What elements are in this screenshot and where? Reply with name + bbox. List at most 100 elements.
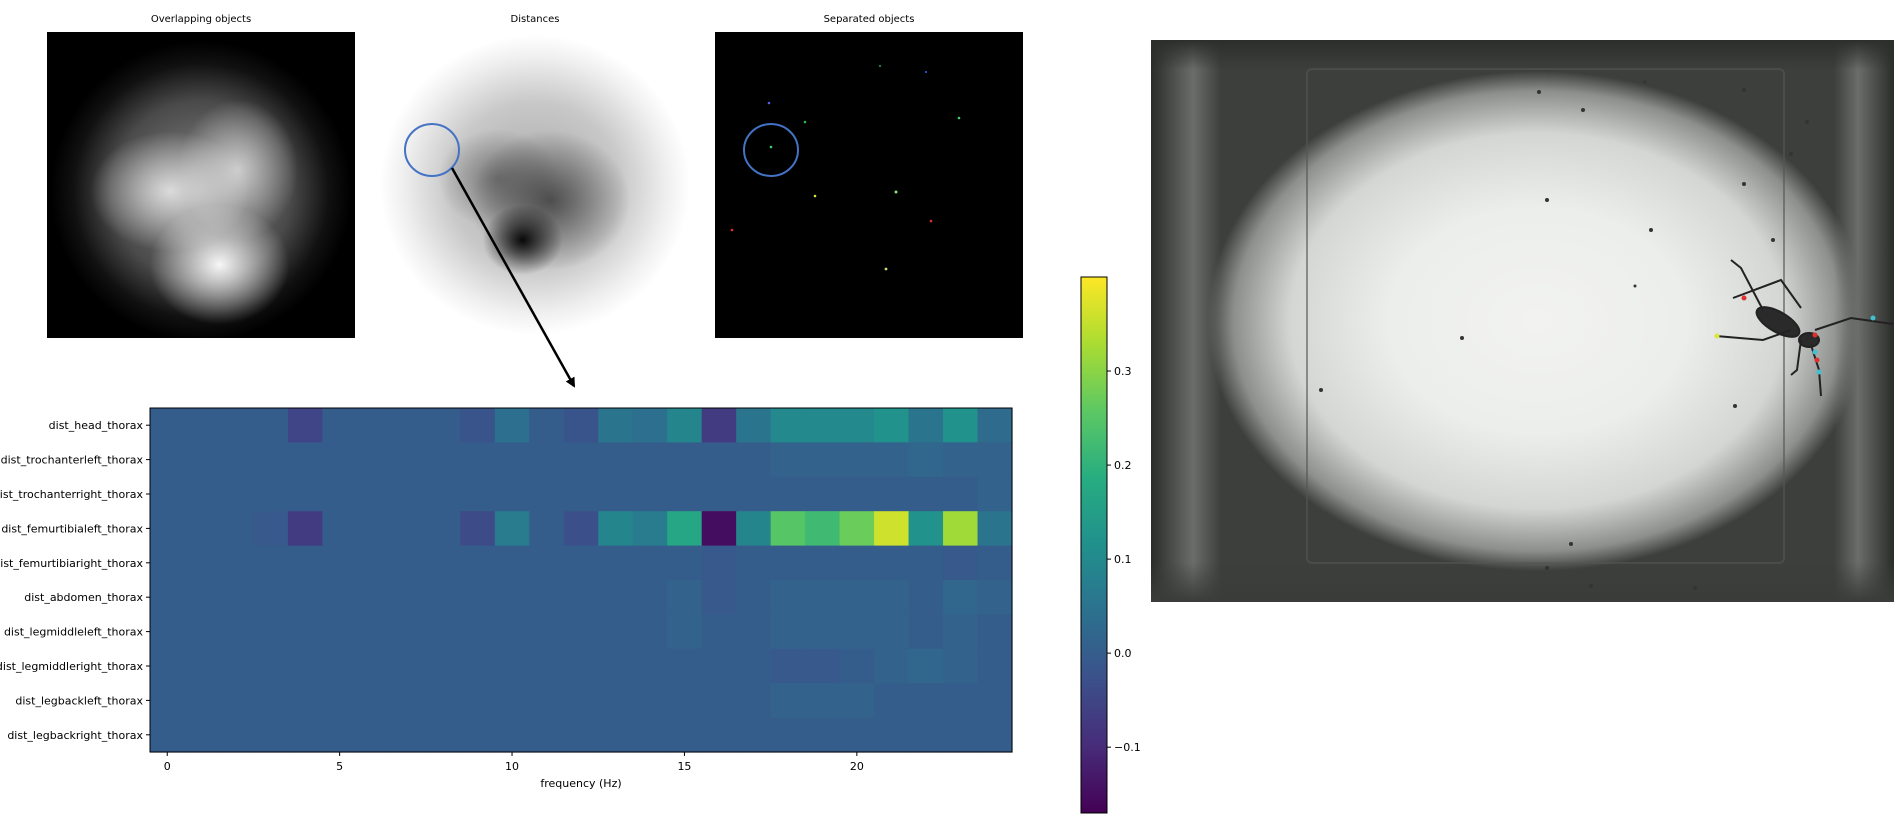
- zoom-arrow: [450, 167, 576, 388]
- heatmap-cell: [287, 614, 323, 650]
- colorbar: [1080, 276, 1108, 814]
- row-label: dist_abdomen_thorax: [24, 591, 143, 604]
- heatmap-cell: [598, 545, 634, 581]
- heatmap-cell: [287, 545, 323, 581]
- dot: [924, 70, 928, 74]
- heatmap-cell: [184, 614, 220, 650]
- heatmap-cell: [494, 683, 530, 719]
- heatmap-cell: [839, 580, 875, 615]
- heatmap-cell: [356, 648, 392, 684]
- heatmap-cell: [667, 683, 703, 719]
- heatmap-cell: [391, 683, 427, 719]
- heatmap-cell: [598, 408, 634, 443]
- separated-title: Separated objects: [823, 14, 915, 25]
- heatmap-cell: [977, 683, 1013, 719]
- heatmap-cell: [253, 683, 289, 719]
- heatmap-cell: [425, 442, 461, 478]
- dot: [879, 65, 881, 67]
- heatmap-cell: [287, 648, 323, 684]
- heatmap-cell: [460, 683, 496, 719]
- heatmap-cell: [494, 717, 530, 753]
- heatmap-cell: [667, 442, 703, 478]
- heatmap-cell: [943, 648, 979, 684]
- keypoint: [1812, 332, 1818, 338]
- heatmap-x-ticks: 0 5 10 15 20: [164, 752, 864, 773]
- heatmap-cell: [943, 476, 979, 512]
- distances-title: Distances: [510, 14, 560, 25]
- colorbar-tick-label: 0.0: [1114, 647, 1132, 660]
- heatmap-cell: [977, 648, 1013, 684]
- heatmap-cell: [460, 545, 496, 581]
- heatmap-row-labels: dist_head_thorax dist_trochanterleft_thor…: [0, 419, 150, 742]
- heatmap-cell: [977, 476, 1013, 512]
- keypoint: [1816, 369, 1822, 375]
- heatmap-cell: [494, 442, 530, 478]
- heatmap-cell: [598, 717, 634, 753]
- heatmap-cell: [218, 614, 255, 650]
- heatmap-cell: [632, 511, 668, 547]
- heatmap-cell: [943, 511, 979, 547]
- x-tick-label: 15: [677, 760, 691, 773]
- heatmap-cell: [632, 614, 668, 650]
- heatmap-cell: [805, 545, 841, 581]
- heatmap-cell: [460, 648, 496, 684]
- heatmap-cell: [253, 408, 289, 443]
- heatmap-cell: [701, 511, 737, 547]
- heatmap-cell: [736, 442, 772, 478]
- heatmap-cell: [218, 476, 255, 512]
- heatmap-cell: [529, 648, 565, 684]
- dot: [813, 194, 817, 198]
- heatmap-cell: [322, 408, 358, 443]
- heatmap-cell: [874, 511, 910, 547]
- row-label: dist_legbackleft_thorax: [15, 694, 143, 707]
- heatmap-cell: [287, 717, 323, 753]
- heatmap-cell: [529, 683, 565, 719]
- heatmap-cell: [356, 614, 392, 650]
- heatmap-cell: [943, 580, 979, 615]
- heatmap-cell: [632, 683, 668, 719]
- heatmap-cell: [494, 545, 530, 581]
- keypoint: [1814, 357, 1820, 363]
- colorbar-tick-label: 0.3: [1114, 365, 1132, 378]
- heatmap-cell: [598, 442, 634, 478]
- heatmap-cell: [667, 717, 703, 753]
- heatmap-cell: [667, 511, 703, 547]
- heatmap-cell: [425, 683, 461, 719]
- row-label: dist_femurtibialeft_thorax: [1, 522, 143, 535]
- dot: [767, 101, 771, 105]
- heatmap-cell: [977, 614, 1013, 650]
- heatmap-cell: [218, 648, 255, 684]
- heatmap-cell: [943, 683, 979, 719]
- heatmap-cell: [218, 580, 255, 615]
- heatmap-cell: [529, 717, 565, 753]
- heatmap-cell: [322, 683, 358, 719]
- heatmap-cell: [632, 442, 668, 478]
- heatmap-cell: [908, 476, 944, 512]
- heatmap-cell: [667, 408, 703, 443]
- heatmap-cell: [218, 545, 255, 581]
- heatmap-cell: [184, 511, 220, 547]
- heatmap-cell: [805, 683, 841, 719]
- heatmap-cell: [150, 717, 186, 753]
- dot: [929, 219, 933, 223]
- heatmap-cell: [391, 580, 427, 615]
- heatmap-cell: [701, 683, 737, 719]
- colorbar-tick-label: 0.2: [1114, 459, 1132, 472]
- debris-specks: [1319, 80, 1809, 590]
- heatmap-cell: [529, 442, 565, 478]
- dot: [894, 190, 898, 194]
- heatmap-cell: [425, 717, 461, 753]
- heatmap-cell: [770, 683, 806, 719]
- heatmap-cell: [356, 545, 392, 581]
- heatmap-cell: [218, 442, 255, 478]
- heatmap-cell: [701, 545, 737, 581]
- heatmap-cell: [529, 580, 565, 615]
- heatmap-cell: [494, 580, 530, 615]
- heatmap-cell: [908, 717, 944, 753]
- heatmap-cell: [943, 442, 979, 478]
- heatmap-cell: [356, 683, 392, 719]
- heatmap-cell: [805, 614, 841, 650]
- colorbar-tick-label: 0.1: [1114, 553, 1132, 566]
- heatmap-cell: [839, 545, 875, 581]
